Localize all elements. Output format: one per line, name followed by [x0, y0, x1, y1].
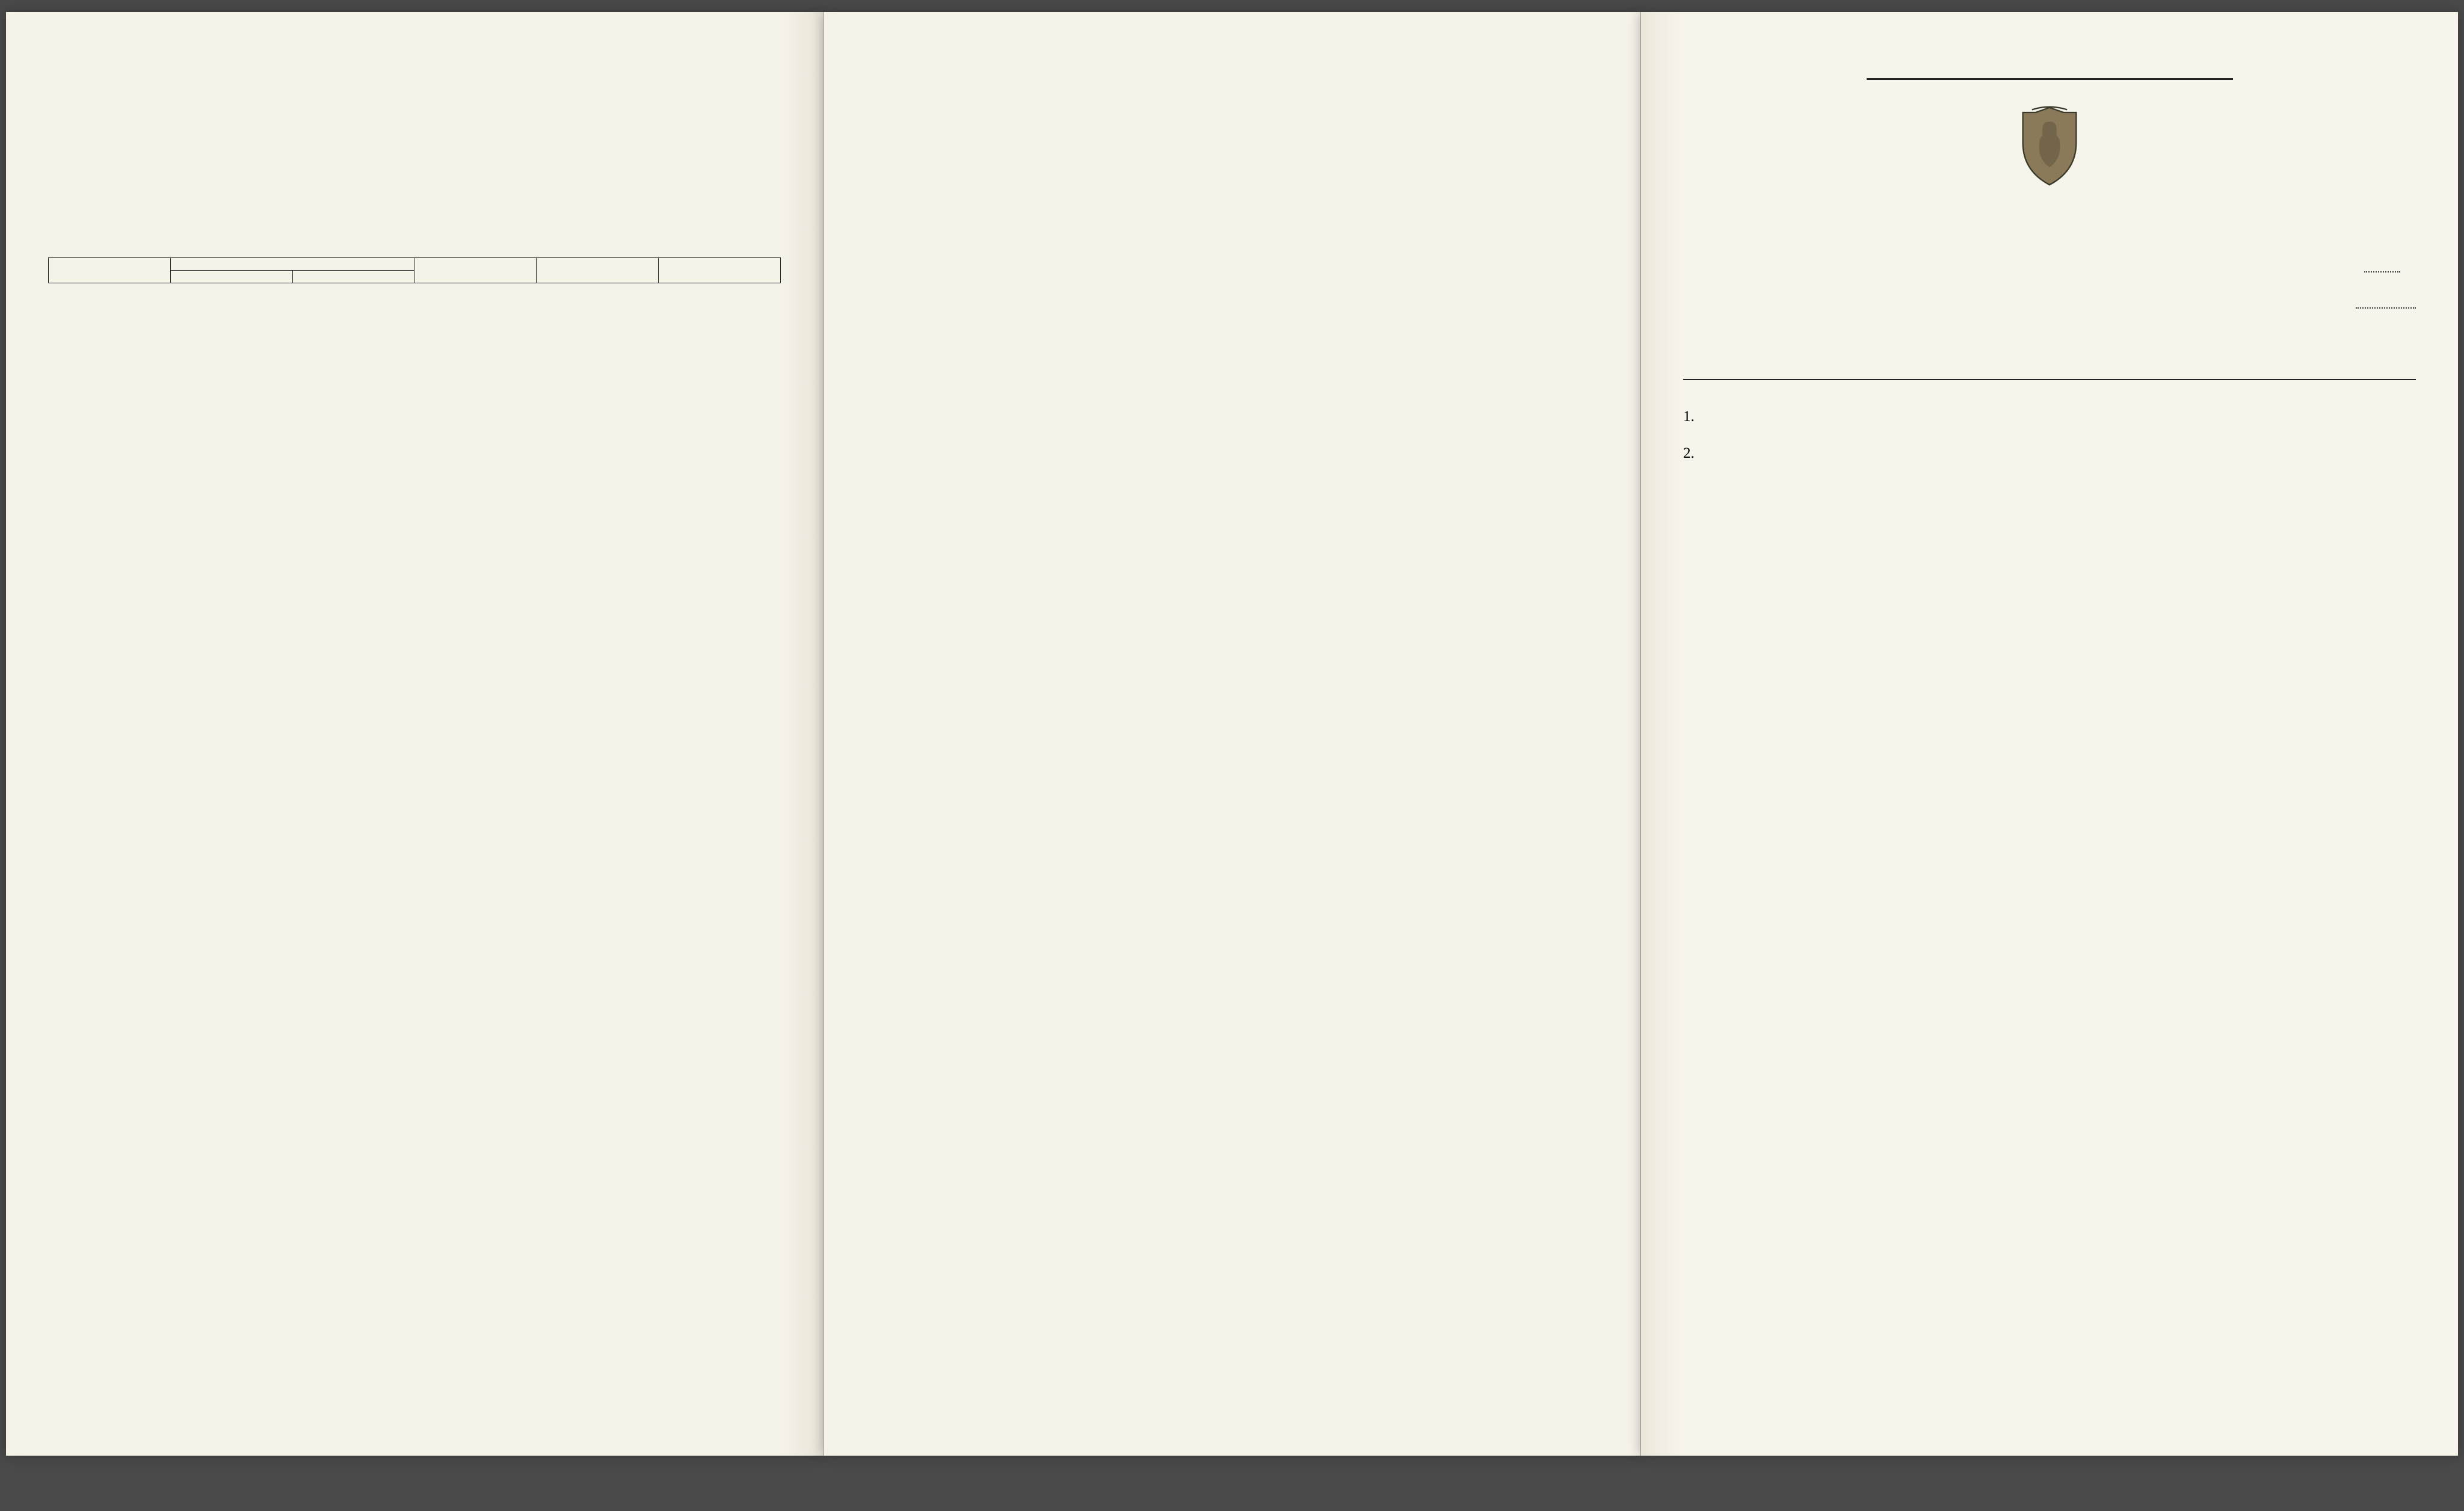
skema-line: [1683, 206, 2416, 229]
page-3: [6, 12, 824, 1456]
question-1: 1.: [1704, 404, 2416, 430]
page-4: [824, 12, 1641, 1456]
coat-of-arms-icon: [1683, 104, 2416, 188]
bosted-row: [1683, 337, 2416, 355]
gaard-row: [1683, 295, 2416, 313]
norwegian-americans-table: [48, 257, 781, 283]
herred-row: [1683, 259, 2416, 277]
item-1: [48, 84, 781, 136]
item-2: [48, 151, 781, 203]
page-1-cover: 1. 2.: [1641, 12, 2458, 1456]
